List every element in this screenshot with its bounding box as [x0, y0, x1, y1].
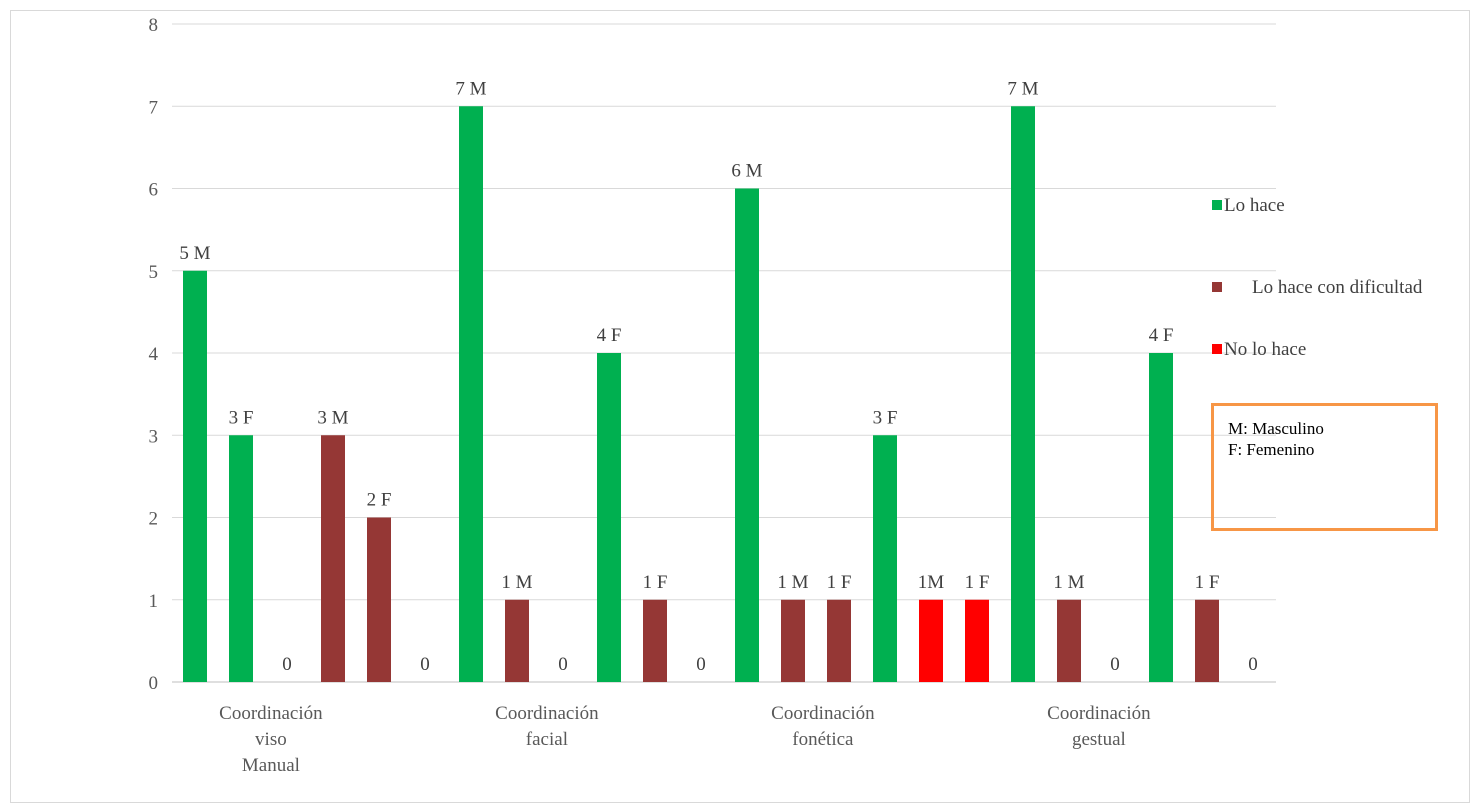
data-label: 0 — [558, 654, 568, 675]
bar — [321, 435, 345, 682]
y-tick-label: 6 — [149, 180, 159, 201]
data-label: 1 F — [965, 572, 990, 593]
data-label: 0 — [282, 654, 292, 675]
category-label: Coordinación — [219, 703, 323, 724]
chart-frame — [10, 10, 1470, 803]
data-label: 2 F — [367, 490, 392, 511]
data-label: 7 M — [455, 78, 486, 99]
y-tick-label: 2 — [149, 509, 159, 530]
legend-label: Lo hace — [1224, 195, 1285, 216]
legend-label: Lo hace con dificultad — [1252, 277, 1423, 298]
data-label: 1 F — [643, 572, 668, 593]
data-label: 3 F — [229, 407, 254, 428]
y-tick-label: 8 — [149, 15, 159, 36]
data-label: 5 M — [179, 243, 210, 264]
bar — [965, 599, 989, 682]
data-label: 4 F — [597, 325, 622, 346]
bar — [1195, 599, 1219, 682]
category-label: Coordinación — [771, 703, 875, 724]
category-label: Manual — [242, 755, 300, 776]
legend-swatch — [1212, 282, 1222, 292]
category-label: facial — [526, 729, 568, 750]
y-tick-label: 1 — [149, 591, 159, 612]
category-label: viso — [255, 729, 287, 750]
category-label: Coordinación — [1047, 703, 1151, 724]
y-tick-label: 3 — [149, 426, 159, 447]
category-label: gestual — [1072, 729, 1126, 750]
gender-key-box: M: Masculino F: Femenino — [1211, 403, 1438, 531]
category-label: fonética — [792, 729, 854, 750]
data-label: 4 F — [1149, 325, 1174, 346]
legend-label: No lo hace — [1224, 339, 1306, 360]
data-label: 0 — [696, 654, 706, 675]
data-label: 1 M — [777, 572, 808, 593]
bar — [1011, 106, 1035, 682]
bar — [229, 435, 253, 682]
data-label: 1 M — [501, 572, 532, 593]
category-label: Coordinación — [495, 703, 599, 724]
y-tick-label: 5 — [149, 262, 159, 283]
data-label: 0 — [1110, 654, 1120, 675]
bar — [919, 599, 943, 682]
data-label: 1M — [918, 572, 945, 593]
y-tick-label: 4 — [149, 344, 159, 365]
bar — [827, 599, 851, 682]
bar — [1057, 599, 1081, 682]
data-label: 1 M — [1053, 572, 1084, 593]
bar — [1149, 353, 1173, 682]
bar — [183, 270, 207, 682]
bar — [367, 517, 391, 682]
data-label: 7 M — [1007, 78, 1038, 99]
note-femenino: F: Femenino — [1228, 440, 1315, 459]
bar — [735, 188, 759, 682]
bar — [597, 353, 621, 682]
y-tick-label: 0 — [149, 673, 159, 694]
data-label: 0 — [420, 654, 430, 675]
legend-swatch — [1212, 344, 1222, 354]
data-label: 3 F — [873, 407, 898, 428]
bar — [459, 106, 483, 682]
data-label: 1 F — [1195, 572, 1220, 593]
note-masculino: M: Masculino — [1228, 419, 1324, 438]
y-tick-label: 7 — [149, 97, 159, 118]
data-label: 6 M — [731, 161, 762, 182]
bar — [781, 599, 805, 682]
data-label: 1 F — [827, 572, 852, 593]
data-label: 3 M — [317, 407, 348, 428]
legend-swatch — [1212, 200, 1222, 210]
bar — [643, 599, 667, 682]
data-label: 0 — [1248, 654, 1258, 675]
bar — [505, 599, 529, 682]
bar — [873, 435, 897, 682]
